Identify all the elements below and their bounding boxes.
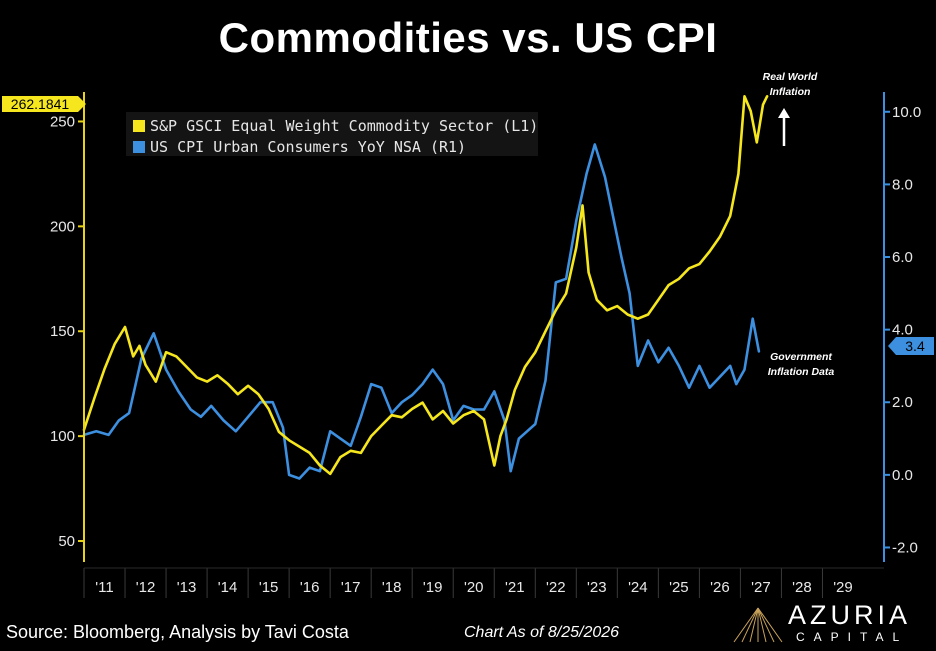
x-tick-label: '22 bbox=[546, 579, 566, 596]
left-tick-label: 200 bbox=[50, 218, 75, 235]
right-axis: -2.0 0.0 2.0 4.0 6.0 8.0 10.0 bbox=[883, 92, 921, 562]
annotation-real-world-line1: Real World bbox=[763, 71, 818, 83]
up-arrow-head-icon bbox=[778, 108, 790, 118]
cpi-series-line bbox=[82, 143, 761, 480]
annotation-government: Government Inflation Data bbox=[768, 351, 835, 378]
last-value-left: 262.1841 bbox=[2, 96, 86, 112]
x-tick-label: '29 bbox=[833, 579, 853, 596]
right-tick-label: 2.0 bbox=[892, 394, 913, 411]
right-tick-label: 10.0 bbox=[892, 104, 921, 121]
left-tick-label: 50 bbox=[58, 533, 75, 550]
x-tick-label: '23 bbox=[587, 579, 607, 596]
right-tick-label: 0.0 bbox=[892, 467, 913, 484]
right-tick-label: 8.0 bbox=[892, 176, 913, 193]
x-tick-label: '17 bbox=[341, 579, 361, 596]
legend-box bbox=[126, 112, 538, 156]
right-tick-label: 4.0 bbox=[892, 322, 913, 339]
x-axis: '11 '12 '13 '14 '15 '16 '17 '18 '19 '20 '21 '22 '23 '… bbox=[84, 567, 884, 596]
x-tick-label: '16 bbox=[300, 579, 320, 596]
last-value-right-text: 3.4 bbox=[905, 338, 925, 354]
logo-mark-icon bbox=[733, 607, 783, 643]
last-value-right-badge bbox=[888, 337, 934, 355]
x-tick-label: '18 bbox=[382, 579, 402, 596]
x-tick-label: '27 bbox=[751, 579, 771, 596]
legend-label-cpi: US CPI Urban Consumers YoY NSA (R1) bbox=[150, 138, 466, 156]
legend-swatch-commodity bbox=[133, 120, 145, 132]
logo-name: AZURIA bbox=[788, 600, 912, 630]
chart-date-note: Chart As of 8/25/2026 bbox=[464, 624, 620, 641]
left-axis: 50 100 150 200 250 bbox=[50, 92, 85, 562]
x-tick-label: '24 bbox=[628, 579, 648, 596]
x-tick-label: '19 bbox=[423, 579, 443, 596]
x-tick-label: '15 bbox=[259, 579, 279, 596]
left-tick-label: 100 bbox=[50, 428, 75, 445]
x-tick-label: '13 bbox=[177, 579, 197, 596]
source-note: Source: Bloomberg, Analysis by Tavi Cost… bbox=[6, 622, 349, 642]
x-tick-label: '25 bbox=[669, 579, 689, 596]
logo-subtitle: CAPITAL bbox=[796, 630, 909, 644]
right-tick-label: -2.0 bbox=[892, 539, 918, 556]
x-tick-label: '14 bbox=[218, 579, 238, 596]
legend-label-commodity: S&P GSCI Equal Weight Commodity Sector (… bbox=[150, 117, 538, 135]
annotation-government-line2: Inflation Data bbox=[768, 366, 835, 378]
legend-swatch-cpi bbox=[133, 141, 145, 153]
legend: S&P GSCI Equal Weight Commodity Sector (… bbox=[126, 112, 538, 156]
x-tick-label: '21 bbox=[505, 579, 525, 596]
annotation-real-world: Real World Inflation bbox=[763, 71, 818, 146]
last-value-left-badge bbox=[2, 96, 86, 112]
left-tick-label: 150 bbox=[50, 323, 75, 340]
azuria-logo: AZURIA CAPITAL bbox=[730, 600, 930, 648]
last-value-left-text: 262.1841 bbox=[11, 96, 70, 112]
last-value-right: 3.4 bbox=[888, 337, 934, 355]
x-tick-label: '26 bbox=[710, 579, 730, 596]
right-tick-label: 6.0 bbox=[892, 249, 913, 266]
x-tick-label: '12 bbox=[136, 579, 156, 596]
left-tick-label: 250 bbox=[50, 113, 75, 130]
annotation-government-line1: Government bbox=[770, 351, 832, 363]
annotation-real-world-line2: Inflation bbox=[770, 86, 811, 98]
chart-title: Commodities vs. US CPI bbox=[218, 14, 718, 61]
series-layer bbox=[82, 95, 769, 480]
commodity-series-line bbox=[82, 95, 769, 476]
x-tick-label: '20 bbox=[464, 579, 484, 596]
x-tick-label: '11 bbox=[95, 579, 113, 596]
x-grid bbox=[83, 568, 823, 598]
x-tick-label: '28 bbox=[792, 579, 812, 596]
